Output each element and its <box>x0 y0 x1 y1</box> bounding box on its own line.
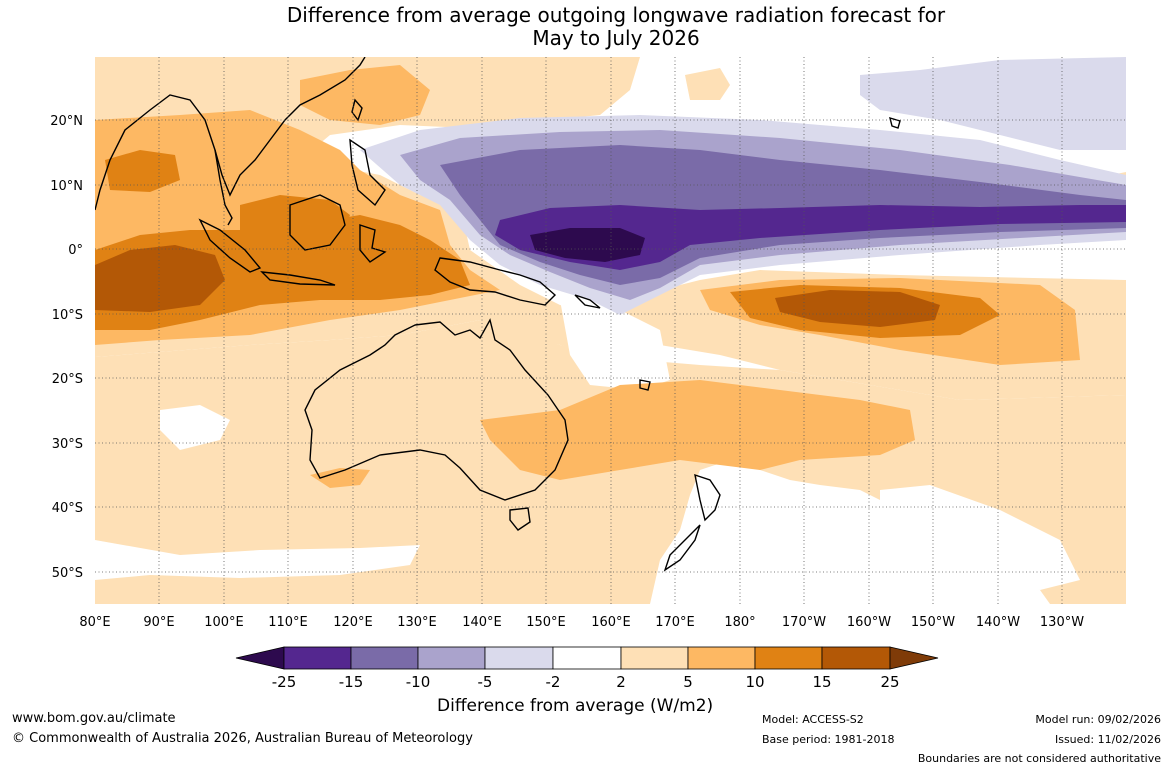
colorbar-label: -25 <box>271 673 297 691</box>
solomon-islands-coastline <box>574 294 601 309</box>
anomaly-neutral-coral-sea <box>560 300 670 390</box>
colorbar-label: 25 <box>880 673 900 691</box>
title-line-1: Difference from average outgoing longwav… <box>286 3 946 27</box>
base-period: Base period: 1981-2018 <box>762 733 895 746</box>
colorbar-label: -5 <box>477 673 493 691</box>
colorbar-swatch <box>620 646 689 670</box>
lon-label: 160°W <box>847 615 891 630</box>
colorbar-swatch <box>754 646 823 670</box>
lon-label: 180° <box>724 615 755 630</box>
lon-label: 150°W <box>911 615 955 630</box>
anomaly-orange-philippines <box>300 65 430 125</box>
lon-label: 100°E <box>204 615 244 630</box>
colorbar-label: -15 <box>338 673 364 691</box>
title-line-2: May to July 2026 <box>532 26 700 50</box>
lon-label: 130°E <box>397 615 437 630</box>
anomaly-orange-southern-australia <box>480 380 915 480</box>
colorbar-swatch <box>889 646 939 670</box>
malay-peninsula-coastline <box>214 149 233 226</box>
anomaly-darkest-purple-core <box>530 228 645 262</box>
lon-label: 170°E <box>655 615 695 630</box>
website-link[interactable]: www.bom.gov.au/climate <box>12 711 176 726</box>
anomaly-field <box>95 57 1126 604</box>
anomaly-light-lavender-north-pacific <box>860 57 1126 150</box>
colorbar-label: 5 <box>683 673 693 691</box>
boundary-disclaimer: Boundaries are not considered authoritat… <box>917 752 1161 765</box>
java-coastline <box>260 271 336 286</box>
lat-label: 40°S <box>52 501 83 516</box>
lon-label: 150°E <box>526 615 566 630</box>
issued-date: Issued: 11/02/2026 <box>1054 733 1161 746</box>
colorbar-swatch <box>417 646 486 670</box>
borneo-coastline <box>289 194 346 251</box>
anomaly-dark-orange-bay-of-bengal <box>105 150 180 192</box>
anomaly-neutral-south-1 <box>95 540 420 580</box>
anomaly-brown-indian-ocean <box>95 245 225 312</box>
lon-label: 140°E <box>462 615 502 630</box>
sumatra-coastline <box>198 218 262 273</box>
lon-label: 90°E <box>143 615 174 630</box>
colorbar-swatch <box>283 646 352 670</box>
lat-label: 0° <box>68 243 83 258</box>
chart-title: Difference from average outgoing longwav… <box>0 4 1173 50</box>
anomaly-light-orange-ne <box>685 68 730 100</box>
colorbar-swatch <box>350 646 419 670</box>
copyright-text: © Commonwealth of Australia 2026, Austra… <box>12 731 473 746</box>
lon-label: 80°E <box>79 615 110 630</box>
new-guinea-coastline <box>434 257 557 306</box>
latitude-labels: 20°N 10°N 0° 10°S 20°S 30°S 40°S 50°S <box>50 114 83 581</box>
lon-label: 160°E <box>591 615 631 630</box>
gridlines <box>95 57 1126 604</box>
lon-label: 140°W <box>976 615 1020 630</box>
colorbar-label: 15 <box>812 673 832 691</box>
colorbar-label: -10 <box>405 673 431 691</box>
model-run-date: Model run: 09/02/2026 <box>1035 713 1161 726</box>
longitude-labels: 80°E 90°E 100°E 110°E 120°E 130°E 140°E … <box>79 615 1084 630</box>
asia-coastline <box>95 57 366 211</box>
lon-label: 110°E <box>268 615 308 630</box>
colorbar-label: -2 <box>545 673 561 691</box>
sulawesi-coastline <box>359 224 387 263</box>
coastlines <box>95 57 901 572</box>
tasmania-coastline <box>509 507 531 531</box>
colorbar-swatch <box>552 646 622 670</box>
colorbar-title: Difference from average (W/m2) <box>437 696 714 716</box>
model-name: Model: ACCESS-S2 <box>762 713 864 726</box>
fiji-coastline <box>639 379 651 391</box>
colorbar-swatch <box>821 646 891 670</box>
colorbar <box>235 646 939 670</box>
lat-label: 20°N <box>50 114 83 129</box>
anomaly-orange-bight <box>310 468 370 488</box>
colorbar-swatch <box>687 646 756 670</box>
australia-coastline <box>304 318 569 501</box>
lat-label: 30°S <box>52 437 83 452</box>
colorbar-label: 2 <box>616 673 626 691</box>
colorbar-label: 10 <box>745 673 765 691</box>
lat-label: 20°S <box>52 372 83 387</box>
lat-label: 50°S <box>52 566 83 581</box>
new-zealand-north-coastline <box>694 473 721 522</box>
anomaly-brown-central-pacific <box>775 290 940 327</box>
anomaly-neutral-south-3 <box>880 485 1080 590</box>
anomaly-neutral-south-2 <box>160 405 230 450</box>
lon-label: 120°E <box>333 615 373 630</box>
anomaly-dark-purple-equatorial <box>495 205 1126 270</box>
lon-label: 170°W <box>782 615 826 630</box>
colorbar-swatch <box>235 646 285 670</box>
lat-label: 10°S <box>52 308 83 323</box>
colorbar-swatch <box>484 646 554 670</box>
lat-label: 10°N <box>50 179 83 194</box>
lon-label: 130°W <box>1040 615 1084 630</box>
new-zealand-south-coastline <box>663 524 701 572</box>
anomaly-dark-orange-borneo <box>240 195 350 260</box>
